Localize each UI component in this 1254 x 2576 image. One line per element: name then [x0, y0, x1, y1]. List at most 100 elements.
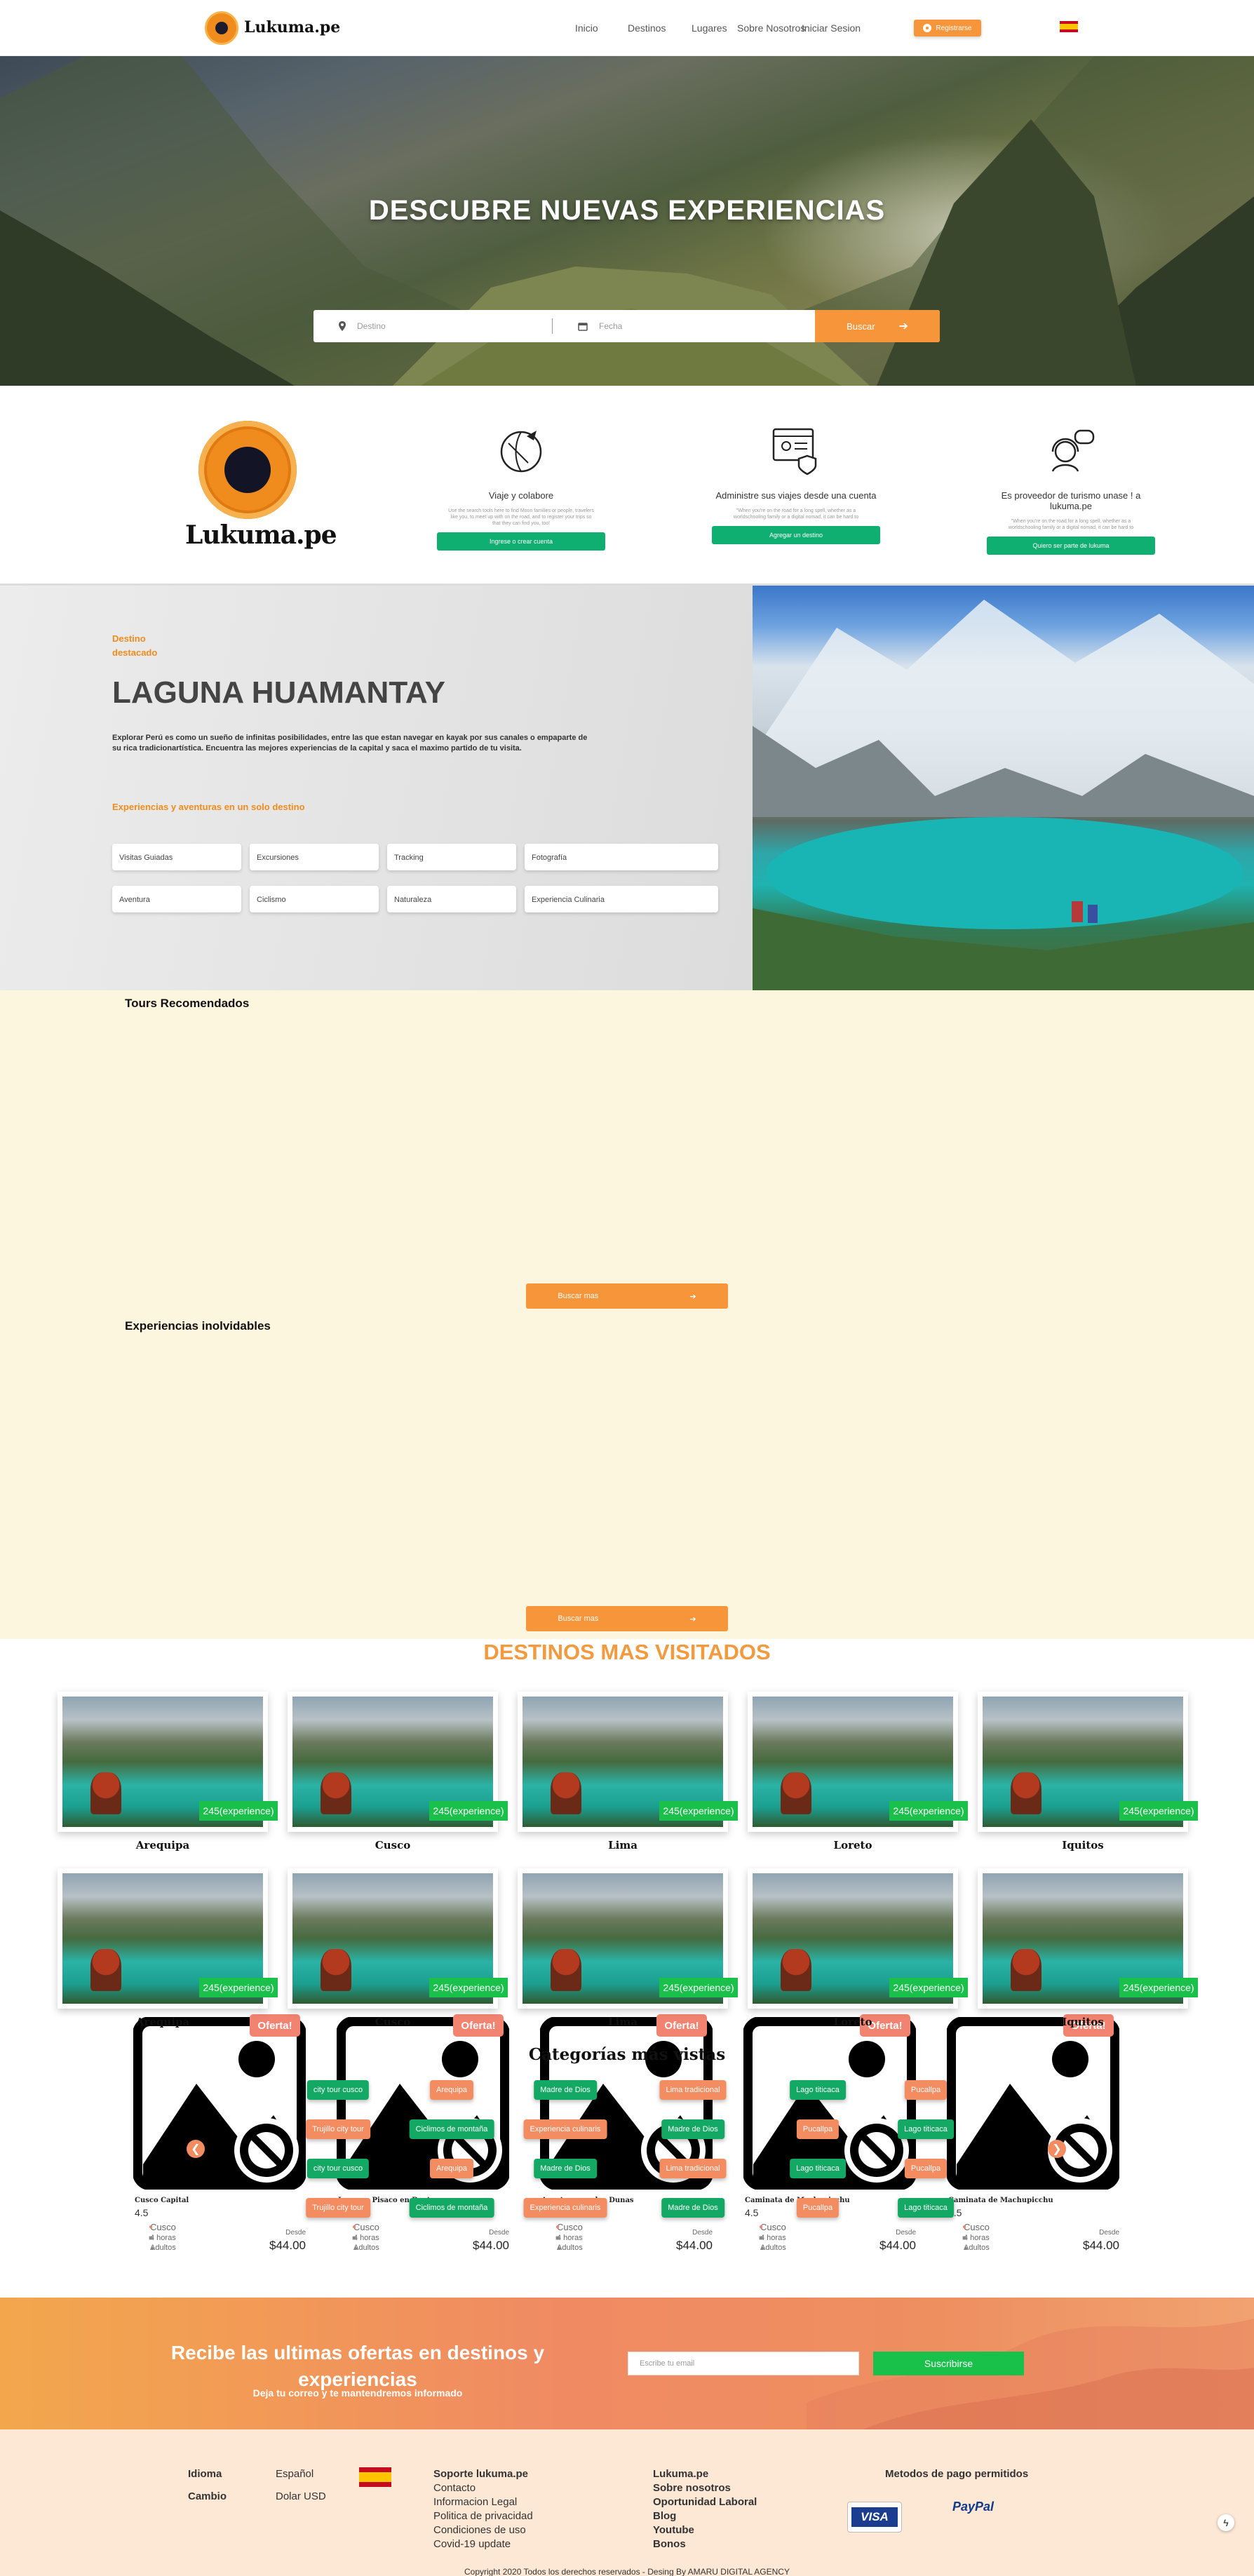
footer-idioma-value[interactable]: Español — [276, 2468, 314, 2480]
experience-count-badge: 245(experience) — [889, 1801, 968, 1821]
destination-name[interactable]: Iquitos — [1062, 2016, 1104, 2028]
destination-card[interactable]: 245(experience) — [518, 1692, 738, 1832]
more-tours-button[interactable]: Buscar mas ➔ — [526, 1283, 728, 1309]
destination-name[interactable]: Lima — [608, 2016, 638, 2028]
destination-card[interactable]: 245(experience) — [748, 1692, 968, 1832]
category-pill[interactable]: Arequipa — [429, 2080, 474, 2100]
date-field[interactable]: Fecha — [553, 310, 791, 342]
tour-card[interactable]: Oferta!Aventuras en los Dunas4.5●Cusco■4… — [532, 2009, 721, 2288]
footer-link-bonos[interactable]: Bonos — [653, 2538, 686, 2550]
create-account-button[interactable]: Ingrese o crear cuenta — [437, 532, 605, 551]
footer-link-lukuma[interactable]: Lukuma.pe — [653, 2468, 709, 2480]
category-pill[interactable]: Pucallpa — [904, 2080, 948, 2100]
footer-link-sobre[interactable]: Sobre nosotros — [653, 2482, 731, 2494]
chip-visitas-guiadas[interactable]: Visitas Guiadas — [112, 844, 241, 870]
chip-tracking[interactable]: Tracking — [387, 844, 516, 870]
brand-name[interactable]: Lukuma.pe — [244, 18, 341, 36]
email-input[interactable]: Escribe tu email — [628, 2352, 859, 2375]
nav-link-destinos[interactable]: Destinos — [628, 22, 666, 34]
nav-link-lugares[interactable]: Lugares — [692, 22, 727, 34]
category-pill[interactable]: Pucallpa — [796, 2119, 840, 2139]
search-button[interactable]: Buscar ➔ — [815, 310, 940, 342]
footer-link-privacidad[interactable]: Politica de privacidad — [433, 2510, 533, 2522]
arrow-right-icon[interactable]: ❯ — [1048, 2140, 1066, 2158]
category-pill[interactable]: Arequipa — [429, 2159, 474, 2178]
category-pill[interactable]: Lima tradicional — [659, 2080, 727, 2100]
destination-card[interactable]: 245(experience) — [978, 1868, 1198, 2009]
spain-flag-icon[interactable] — [1060, 21, 1078, 32]
destination-name[interactable]: Arequipa — [135, 1839, 190, 1852]
subscribe-button[interactable]: Suscribirse — [873, 2352, 1024, 2375]
spain-flag-icon[interactable] — [359, 2467, 391, 2487]
nav-link-sobre-nosotros[interactable]: Sobre Nosotros — [737, 22, 806, 34]
chip-experiencia-culinaria[interactable]: Experiencia Culinaria — [525, 886, 718, 912]
destination-card[interactable]: 245(experience) — [518, 1868, 738, 2009]
tour-price: $44.00 — [676, 2239, 713, 2252]
destination-name[interactable]: Loreto — [833, 2016, 872, 2028]
destination-card[interactable]: 245(experience) — [58, 1868, 278, 2009]
category-pill[interactable]: Madre de Dios — [534, 2159, 597, 2178]
category-pill[interactable]: Lago titicaca — [898, 2119, 954, 2139]
category-pill[interactable]: Lima tradicional — [659, 2159, 727, 2178]
traveler-figure — [321, 1772, 351, 1814]
category-pill[interactable]: Lago titicaca — [790, 2159, 846, 2178]
add-destination-button[interactable]: Agregar un destino — [712, 526, 880, 544]
destination-name[interactable]: Loreto — [833, 1839, 872, 1852]
destination-card[interactable]: 245(experience) — [288, 1868, 508, 2009]
tour-card[interactable]: Oferta! Cusco Capital 4.5●Cusco ■4 horas ▲Ad… — [125, 2009, 314, 2288]
lukuma-logo-icon[interactable] — [205, 11, 238, 45]
destination-name[interactable]: Lima — [608, 1839, 638, 1852]
destination-name[interactable]: Cusco — [375, 2016, 411, 2028]
category-pill[interactable]: Madre de Dios — [661, 2198, 724, 2218]
chip-naturaleza[interactable]: Naturaleza — [387, 886, 516, 912]
footer-link-blog[interactable]: Blog — [653, 2510, 677, 2522]
tour-card[interactable]: Oferta!Caminata de Machupicchu4.5●Cusco■… — [735, 2009, 924, 2288]
footer-link-youtube[interactable]: Youtube — [653, 2524, 694, 2536]
destination-card[interactable]: 245(experience) — [288, 1692, 508, 1832]
nav-link-inicio[interactable]: Inicio — [575, 22, 598, 34]
register-button[interactable]: Registrarse — [914, 20, 981, 36]
more-experiences-button[interactable]: Buscar mas ➔ — [526, 1606, 728, 1631]
category-pill[interactable]: Pucallpa — [796, 2198, 840, 2218]
lightning-icon[interactable]: ϟ — [1218, 2514, 1234, 2531]
category-pill[interactable]: Lago titicaca — [898, 2198, 954, 2218]
footer-link-covid[interactable]: Covid-19 update — [433, 2538, 511, 2550]
category-pill[interactable]: Madre de Dios — [661, 2119, 724, 2139]
footer-link-oportunidad[interactable]: Oportunidad Laboral — [653, 2496, 757, 2508]
destination-name[interactable]: Cusco — [375, 1839, 411, 1852]
nav-link-iniciar-sesion[interactable]: Iniciar Sesion — [802, 22, 861, 34]
category-pill[interactable]: Pucallpa — [904, 2159, 948, 2178]
footer-link-condiciones[interactable]: Condiciones de uso — [433, 2524, 526, 2536]
category-pill[interactable]: Madre de Dios — [534, 2080, 597, 2100]
chip-fotografia[interactable]: Fotografía — [525, 844, 718, 870]
join-provider-button[interactable]: Quiero ser parte de lukuma — [987, 537, 1155, 555]
destination-name[interactable]: Arequipa — [135, 2016, 190, 2028]
destination-card[interactable]: 245(experience) — [978, 1692, 1198, 1832]
tour-people-text: Adultos — [964, 2244, 990, 2252]
experience-count-badge: 245(experience) — [659, 1801, 738, 1821]
footer-link-contacto[interactable]: Contacto — [433, 2482, 476, 2494]
category-pill[interactable]: Experiencia culinaris — [523, 2198, 607, 2218]
category-pill[interactable]: city tour cusco — [306, 2080, 370, 2100]
tour-card[interactable]: Oferta!Lugares Pisaco en Boat4.5●Cusco■4… — [328, 2009, 518, 2288]
category-pill[interactable]: city tour cusco — [306, 2159, 370, 2178]
footer-cambio-value[interactable]: Dolar USD — [276, 2490, 326, 2502]
destination-field[interactable]: Destino — [314, 310, 552, 342]
category-pill[interactable]: Experiencia culinaris — [523, 2119, 607, 2139]
category-pill[interactable]: Lago titicaca — [790, 2080, 846, 2100]
chip-ciclismo[interactable]: Ciclismo — [250, 886, 379, 912]
destination-name[interactable]: Iquitos — [1062, 1839, 1104, 1852]
destination-card[interactable]: 245(experience) — [748, 1868, 968, 2009]
section-title-recomendados: Tours Recomendados — [125, 997, 250, 1010]
arrow-left-icon[interactable]: ❮ — [187, 2140, 205, 2158]
chip-aventura[interactable]: Aventura — [112, 886, 241, 912]
tour-duration: ■4 horas — [759, 2234, 786, 2242]
chip-excursiones[interactable]: Excursiones — [250, 844, 379, 870]
destination-card[interactable]: 245(experience) — [58, 1692, 278, 1832]
footer-link-legal[interactable]: Informacion Legal — [433, 2496, 518, 2508]
category-pill[interactable]: Ciclimos de montaña — [409, 2119, 494, 2139]
category-pill[interactable]: Trujillo city tour — [306, 2198, 370, 2218]
category-pill[interactable]: Trujillo city tour — [306, 2119, 370, 2139]
category-pill[interactable]: Ciclimos de montaña — [409, 2198, 494, 2218]
